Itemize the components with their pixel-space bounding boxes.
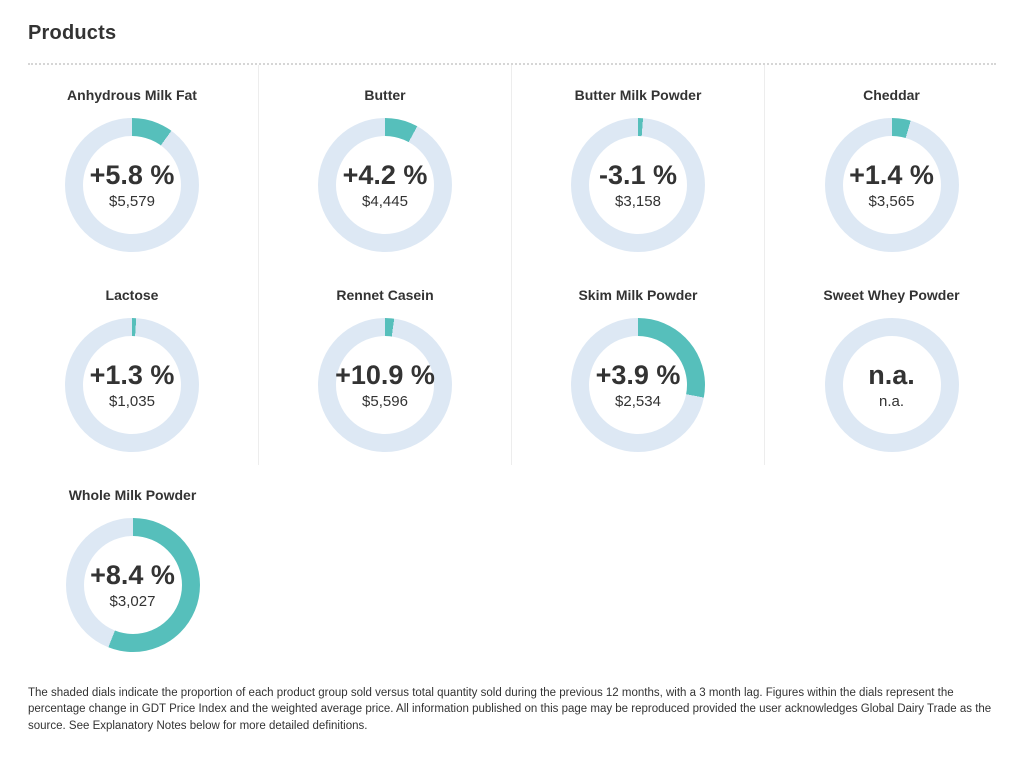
dial-ring: +5.8 % $5,579 (65, 118, 199, 252)
product-card: Lactose +1.3 % $1,035 (6, 265, 259, 465)
product-card: Anhydrous Milk Fat +5.8 % $5,579 (6, 65, 259, 265)
dial-inner: +4.2 % $4,445 (336, 136, 434, 234)
dial-price: $5,596 (362, 393, 408, 411)
dial-ring: n.a. n.a. (824, 318, 959, 452)
dial-price: $2,534 (615, 393, 661, 411)
dial-change: -3.1 % (598, 159, 678, 190)
product-name: Skim Milk Powder (578, 287, 698, 303)
page-title: Products (28, 22, 117, 44)
product-card: Skim Milk Powder +3.9 % $2,534 (512, 265, 765, 465)
product-card: Cheddar +1.4 % $3,565 (765, 65, 1018, 265)
product-card: Whole Milk Powder +8.4 % $3,027 (6, 465, 259, 665)
section-divider (28, 63, 996, 65)
products-page: Products Anhydrous Milk Fat +5.8 % $5,57… (0, 22, 1024, 772)
dial-change: n.a. (868, 359, 915, 390)
dial-price: $3,565 (868, 193, 915, 211)
dial-price: $4,445 (362, 193, 408, 211)
dial-ring: +8.4 % $3,027 (65, 518, 200, 652)
dial-inner: +1.3 % $1,035 (83, 336, 181, 434)
dial-inner: +3.9 % $2,534 (589, 336, 687, 434)
product-name: Sweet Whey Powder (823, 287, 960, 303)
dial-price: n.a. (878, 393, 905, 411)
product-card: Rennet Casein +10.9 % $5,596 (259, 265, 512, 465)
product-name: Butter (364, 87, 406, 103)
product-card: Butter +4.2 % $4,445 (259, 65, 512, 265)
dial-ring: -3.1 % $3,158 (571, 118, 705, 252)
products-grid: Anhydrous Milk Fat +5.8 % $5,579 Butter … (6, 65, 1018, 665)
footer-note: The shaded dials indicate the proportion… (28, 687, 992, 732)
dial-inner: -3.1 % $3,158 (589, 136, 687, 234)
dial-inner: +5.8 % $5,579 (83, 136, 181, 234)
dial-change: +10.9 % (335, 359, 435, 390)
dial-ring: +1.4 % $3,565 (824, 118, 959, 252)
product-name: Cheddar (863, 87, 920, 103)
product-name: Whole Milk Powder (68, 487, 197, 503)
dial-ring: +10.9 % $5,596 (318, 318, 452, 452)
dial-price: $5,579 (109, 193, 155, 211)
product-name: Butter Milk Powder (574, 87, 702, 103)
product-name: Lactose (105, 287, 159, 303)
dial-price: $3,027 (109, 593, 156, 611)
dial-inner: +8.4 % $3,027 (83, 536, 182, 634)
dial-inner: +1.4 % $3,565 (842, 136, 941, 234)
dial-change: +1.3 % (89, 359, 175, 390)
dial-change: +1.4 % (849, 159, 934, 190)
dial-price: $3,158 (615, 193, 661, 211)
dial-change: +3.9 % (595, 359, 681, 390)
dial-change: +8.4 % (90, 559, 175, 590)
dial-inner: +10.9 % $5,596 (335, 336, 435, 434)
dial-inner: n.a. n.a. (842, 336, 941, 434)
dial-change: +5.8 % (89, 159, 175, 190)
product-card: Butter Milk Powder -3.1 % $3,158 (512, 65, 765, 265)
product-name: Rennet Casein (336, 287, 434, 303)
dial-ring: +1.3 % $1,035 (65, 318, 199, 452)
dial-price: $1,035 (109, 393, 155, 411)
product-name: Anhydrous Milk Fat (67, 87, 197, 103)
dial-ring: +3.9 % $2,534 (571, 318, 705, 452)
product-card: Sweet Whey Powder n.a. n.a. (765, 265, 1018, 465)
dial-ring: +4.2 % $4,445 (318, 118, 452, 252)
dial-change: +4.2 % (342, 159, 428, 190)
